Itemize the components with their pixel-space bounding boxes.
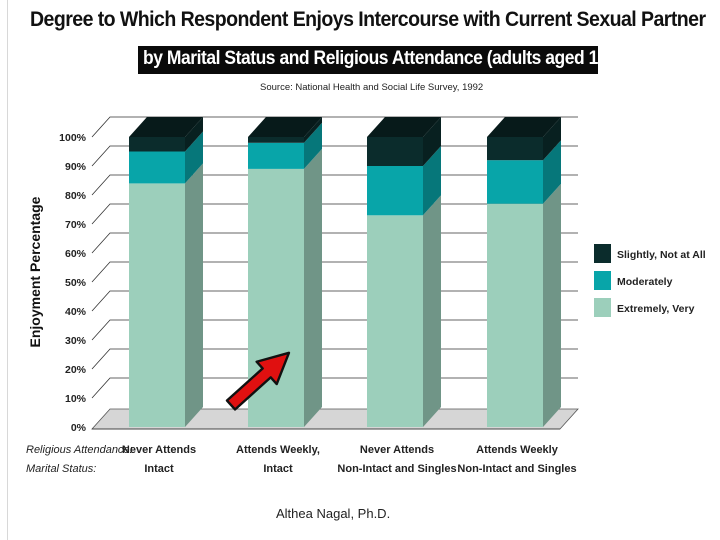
bar-segment-side [304, 148, 322, 427]
bar-segment-side [185, 117, 203, 152]
bar-segment-side [304, 122, 322, 169]
bar-segment [487, 137, 543, 161]
bar-segment [367, 166, 423, 216]
bar-top [129, 117, 203, 137]
legend-swatch [594, 298, 611, 317]
legend-layer: Slightly, Not at All Moderately Extremely,… [594, 244, 706, 317]
bar-segment-side [304, 117, 322, 143]
y-tick-label: 40% [65, 306, 87, 318]
bar-segment-side [543, 140, 561, 204]
y-tick-label: 30% [65, 335, 87, 347]
bar-segment-side [423, 195, 441, 427]
legend-swatch [594, 244, 611, 263]
category-label: Never Attends [360, 444, 434, 456]
category-label: Non-Intact and Singles [337, 463, 456, 475]
y-tick-label: 60% [65, 248, 87, 260]
chart-floor-layer [91, 408, 579, 430]
bar-top [248, 117, 322, 137]
legend-label: Extremely, Very [617, 303, 695, 315]
category-label: Intact [263, 463, 293, 475]
bar-top [487, 117, 561, 137]
bar-segment-side [543, 183, 561, 427]
y-tick-label: 100% [59, 132, 87, 144]
y-tick-layer: 0% 10% 20% 30% 40% 50% 60% 70% 80% 90% 100% [59, 132, 87, 434]
bar-segment [487, 203, 543, 427]
category-label: Attends Weekly [476, 444, 559, 456]
y-tick-label: 10% [65, 393, 87, 405]
legend-label: Slightly, Not at All [617, 249, 706, 261]
bar-segment [129, 137, 185, 152]
chart-subtitle: by Marital Status and Religious Attendan… [143, 48, 637, 69]
subtitle-banner [138, 46, 598, 74]
bar-segment [367, 137, 423, 166]
y-tick-label: 20% [65, 364, 87, 376]
bar-top [367, 117, 441, 137]
category-label: Never Attends [122, 444, 196, 456]
bar-segment [487, 160, 543, 204]
bar-segment [248, 142, 304, 169]
annotation-layer [225, 351, 291, 411]
bar-segment-side [543, 117, 561, 161]
y-tick-label: 50% [65, 277, 87, 289]
bar-segment [248, 137, 304, 143]
page-left-rule [7, 0, 8, 540]
category-label: Intact [144, 463, 174, 475]
y-tick-label: 70% [65, 219, 87, 231]
legend-swatch [594, 271, 611, 290]
bar-segment [129, 151, 185, 184]
row-label: Marital Status: [26, 463, 96, 475]
bars-layer [129, 117, 561, 427]
red-arrow-annotation [225, 351, 291, 411]
author-credit: Althea Nagal, Ph.D. [276, 506, 391, 521]
bar-segment-side [423, 146, 441, 216]
source-note: Source: National Health and Social Life … [260, 82, 484, 93]
bar-segment-side [423, 117, 441, 166]
category-label-layer: Never Attends Intact Attends Weekly, Intact… [26, 444, 577, 475]
chart-title: Degree to Which Respondent Enjoys Interc… [30, 8, 706, 31]
row-label: Religious Attendance: [26, 444, 133, 456]
bar-segment [129, 183, 185, 427]
bar-segment-side [185, 131, 203, 184]
y-tick-label: 80% [65, 190, 87, 202]
red-arrow-shape [225, 351, 291, 411]
legend-label: Moderately [617, 276, 673, 288]
y-axis-label: Enjoyment Percentage [27, 196, 43, 347]
category-label: Non-Intact and Singles [457, 463, 576, 475]
y-tick-label: 0% [71, 422, 87, 434]
y-tick-label: 90% [65, 161, 87, 173]
bar-segment-side [185, 163, 203, 427]
category-label: Attends Weekly, [236, 444, 320, 456]
bar-segment [367, 215, 423, 427]
